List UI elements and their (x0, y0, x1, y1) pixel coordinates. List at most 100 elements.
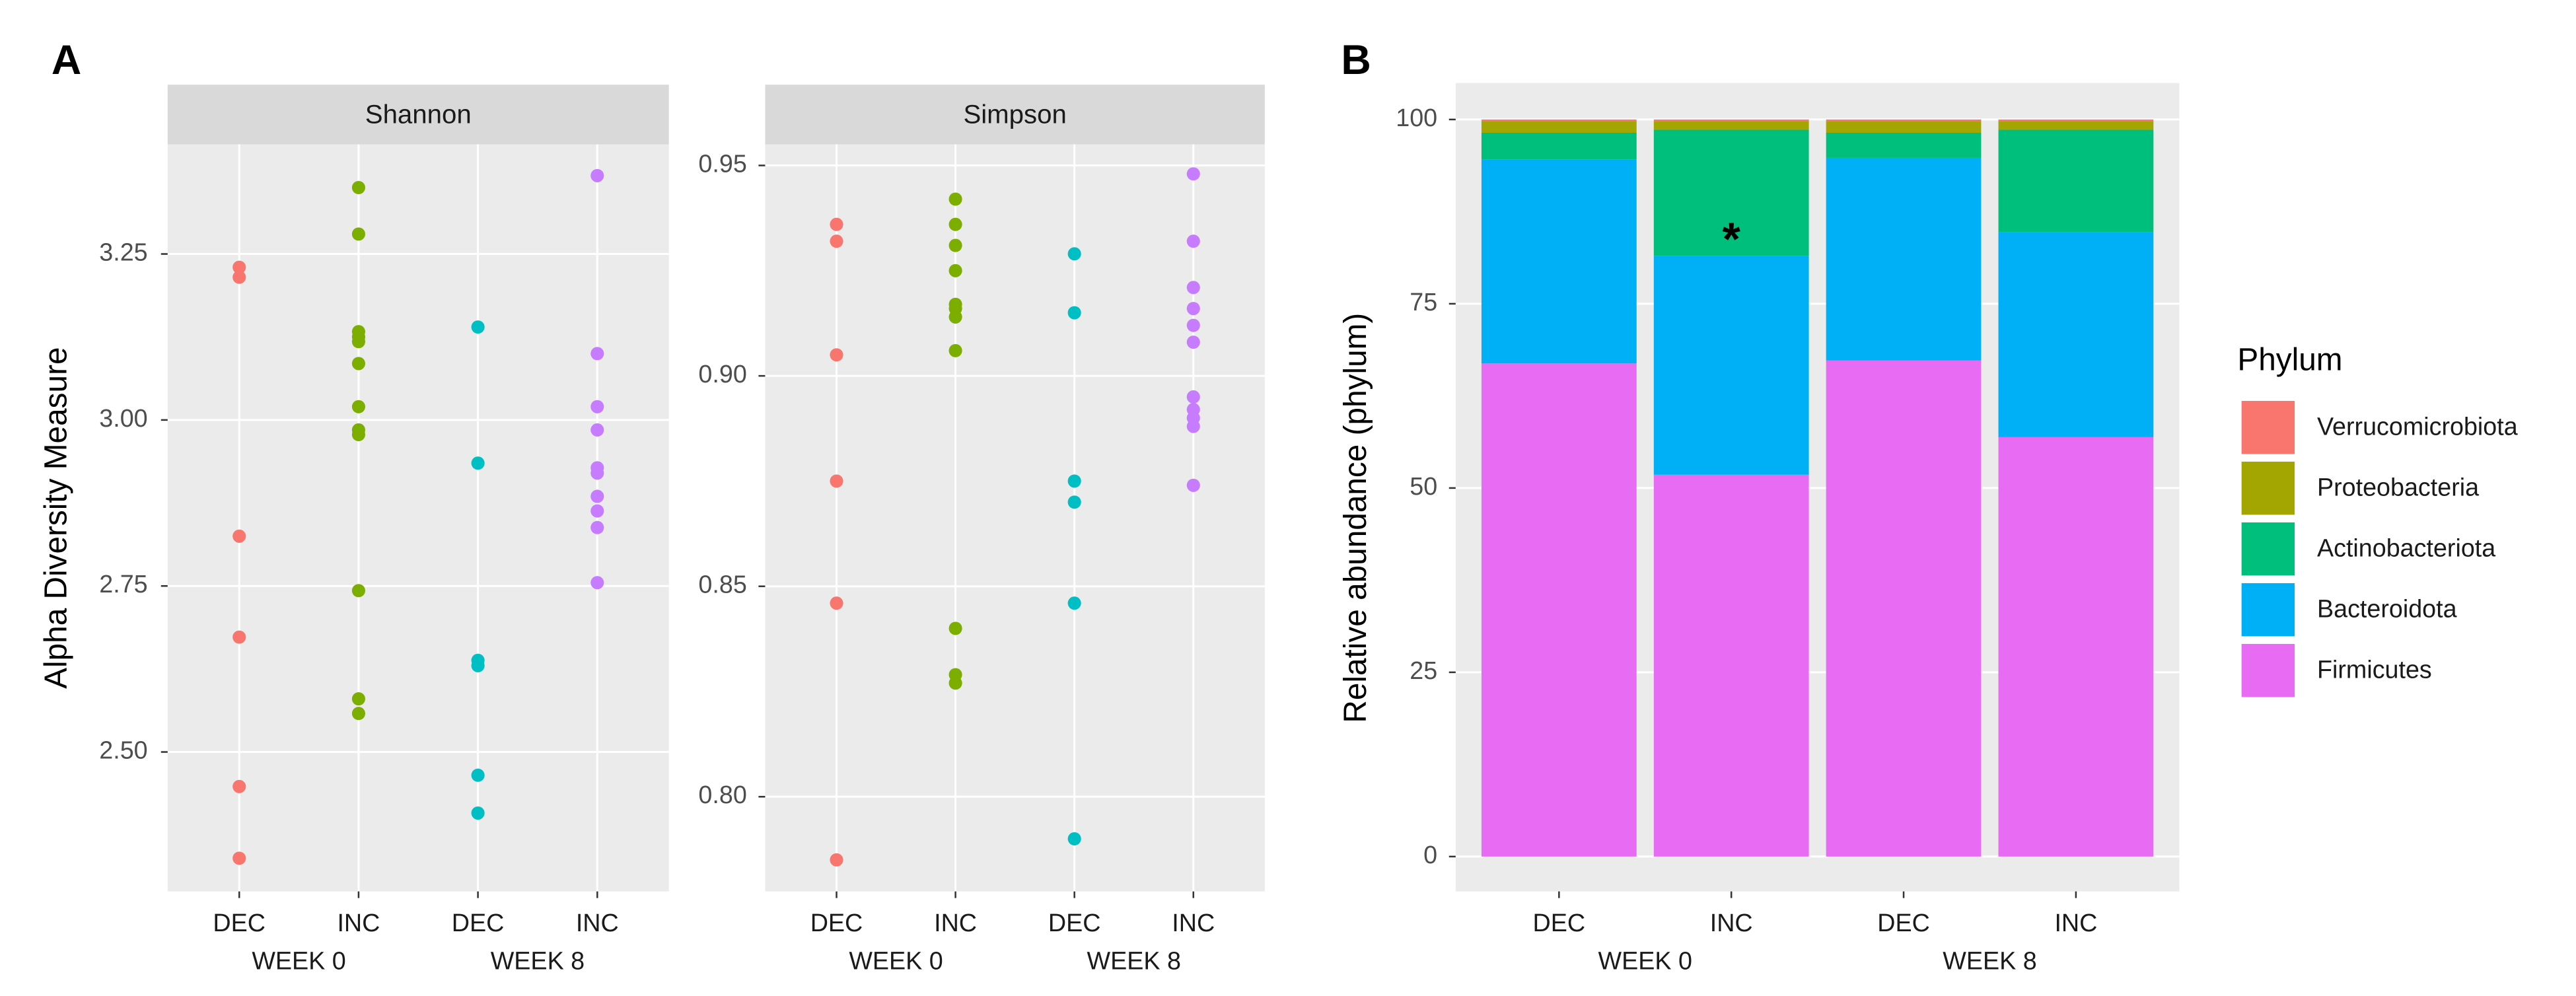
point (1186, 167, 1200, 181)
point (471, 658, 485, 672)
legend-key (2240, 642, 2297, 699)
point (233, 630, 246, 644)
legend-label: Actinobacteriota (2317, 534, 2495, 561)
point (471, 320, 485, 334)
group-label: WEEK 0 (849, 947, 943, 975)
point (233, 260, 246, 274)
group-label: WEEK 8 (1087, 947, 1181, 975)
point (1186, 390, 1200, 404)
group-label: WEEK 0 (1598, 947, 1692, 975)
point (1186, 281, 1200, 295)
bar-segment (1653, 129, 1809, 256)
point (948, 192, 962, 206)
point (351, 180, 365, 195)
point (471, 768, 485, 782)
point (590, 504, 604, 518)
facet-title: Simpson (963, 100, 1066, 129)
bar-segment (1826, 121, 1982, 133)
point (830, 234, 843, 248)
legend-title: Phylum (2237, 343, 2342, 378)
point (948, 217, 962, 231)
x-tick-label: INC (337, 909, 380, 937)
y-tick-label: 50 (1410, 472, 1437, 500)
bar-segment (1481, 363, 1637, 857)
y-tick-label: 0.95 (698, 149, 746, 177)
point (233, 529, 246, 543)
legend-key (2240, 520, 2297, 577)
bar-segment (1481, 132, 1637, 160)
y-tick-label: 75 (1410, 288, 1437, 316)
point (590, 466, 604, 480)
point (1067, 495, 1081, 509)
x-tick-label: DEC (1048, 909, 1101, 937)
bar-segment (1826, 132, 1982, 158)
point (351, 227, 365, 241)
y-tick-label: 100 (1396, 104, 1437, 131)
group-label: WEEK 8 (1943, 947, 2036, 975)
x-tick-label: DEC (213, 909, 266, 937)
point (948, 622, 962, 635)
bar-segment (1998, 232, 2154, 437)
bar-segment (1653, 474, 1809, 857)
plot-background (167, 144, 669, 892)
point (351, 707, 365, 721)
point (830, 474, 843, 488)
point (590, 423, 604, 437)
x-tick-label: DEC (1877, 909, 1930, 937)
point (830, 217, 843, 231)
point (830, 596, 843, 610)
x-tick-label: INC (1172, 909, 1215, 937)
legend-key (2240, 460, 2297, 516)
point (1067, 306, 1081, 320)
point (830, 853, 843, 867)
group-label: WEEK 0 (252, 947, 345, 975)
x-tick-label: DEC (810, 909, 863, 937)
point (1067, 832, 1081, 846)
bar-segment (1998, 129, 2154, 232)
y-axis-title: Alpha Diversity Measure (39, 347, 74, 688)
point (471, 806, 485, 820)
point (233, 851, 246, 865)
point (1067, 247, 1081, 261)
plot-background (765, 144, 1265, 892)
y-tick-label: 3.00 (99, 404, 147, 432)
point (351, 357, 365, 371)
y-tick-label: 0.80 (698, 781, 746, 808)
bar-segment (1826, 157, 1982, 361)
point (351, 427, 365, 442)
group-label: WEEK 8 (491, 947, 585, 975)
bar-segment (1998, 119, 2154, 122)
point (1186, 234, 1200, 248)
point (948, 676, 962, 690)
point (590, 489, 604, 503)
legend-label: Firmicutes (2317, 655, 2432, 683)
legend-key (2240, 581, 2297, 638)
point (1186, 336, 1200, 349)
y-tick-label: 2.50 (99, 736, 147, 764)
point (471, 456, 485, 470)
bar-segment (1826, 119, 1982, 122)
x-tick-label: INC (576, 909, 619, 937)
point (948, 238, 962, 252)
x-tick-label: INC (1710, 909, 1753, 937)
point (948, 343, 962, 357)
y-tick-label: 0.85 (698, 571, 746, 598)
point (590, 400, 604, 413)
point (1186, 478, 1200, 492)
bar-segment (1826, 360, 1982, 857)
x-tick-label: INC (2054, 909, 2097, 937)
bar-segment (1653, 121, 1809, 130)
point (948, 310, 962, 324)
legend-label: Verrucomicrobiota (2317, 412, 2518, 440)
annotation: * (1722, 213, 1740, 265)
panel-label: B (1341, 37, 1371, 83)
x-tick-label: DEC (452, 909, 505, 937)
point (233, 779, 246, 793)
bar-segment (1653, 256, 1809, 475)
point (233, 270, 246, 284)
point (590, 168, 604, 182)
facet-strip (167, 85, 669, 145)
legend-label: Proteobacteria (2317, 473, 2479, 501)
point (351, 692, 365, 706)
point (830, 348, 843, 362)
